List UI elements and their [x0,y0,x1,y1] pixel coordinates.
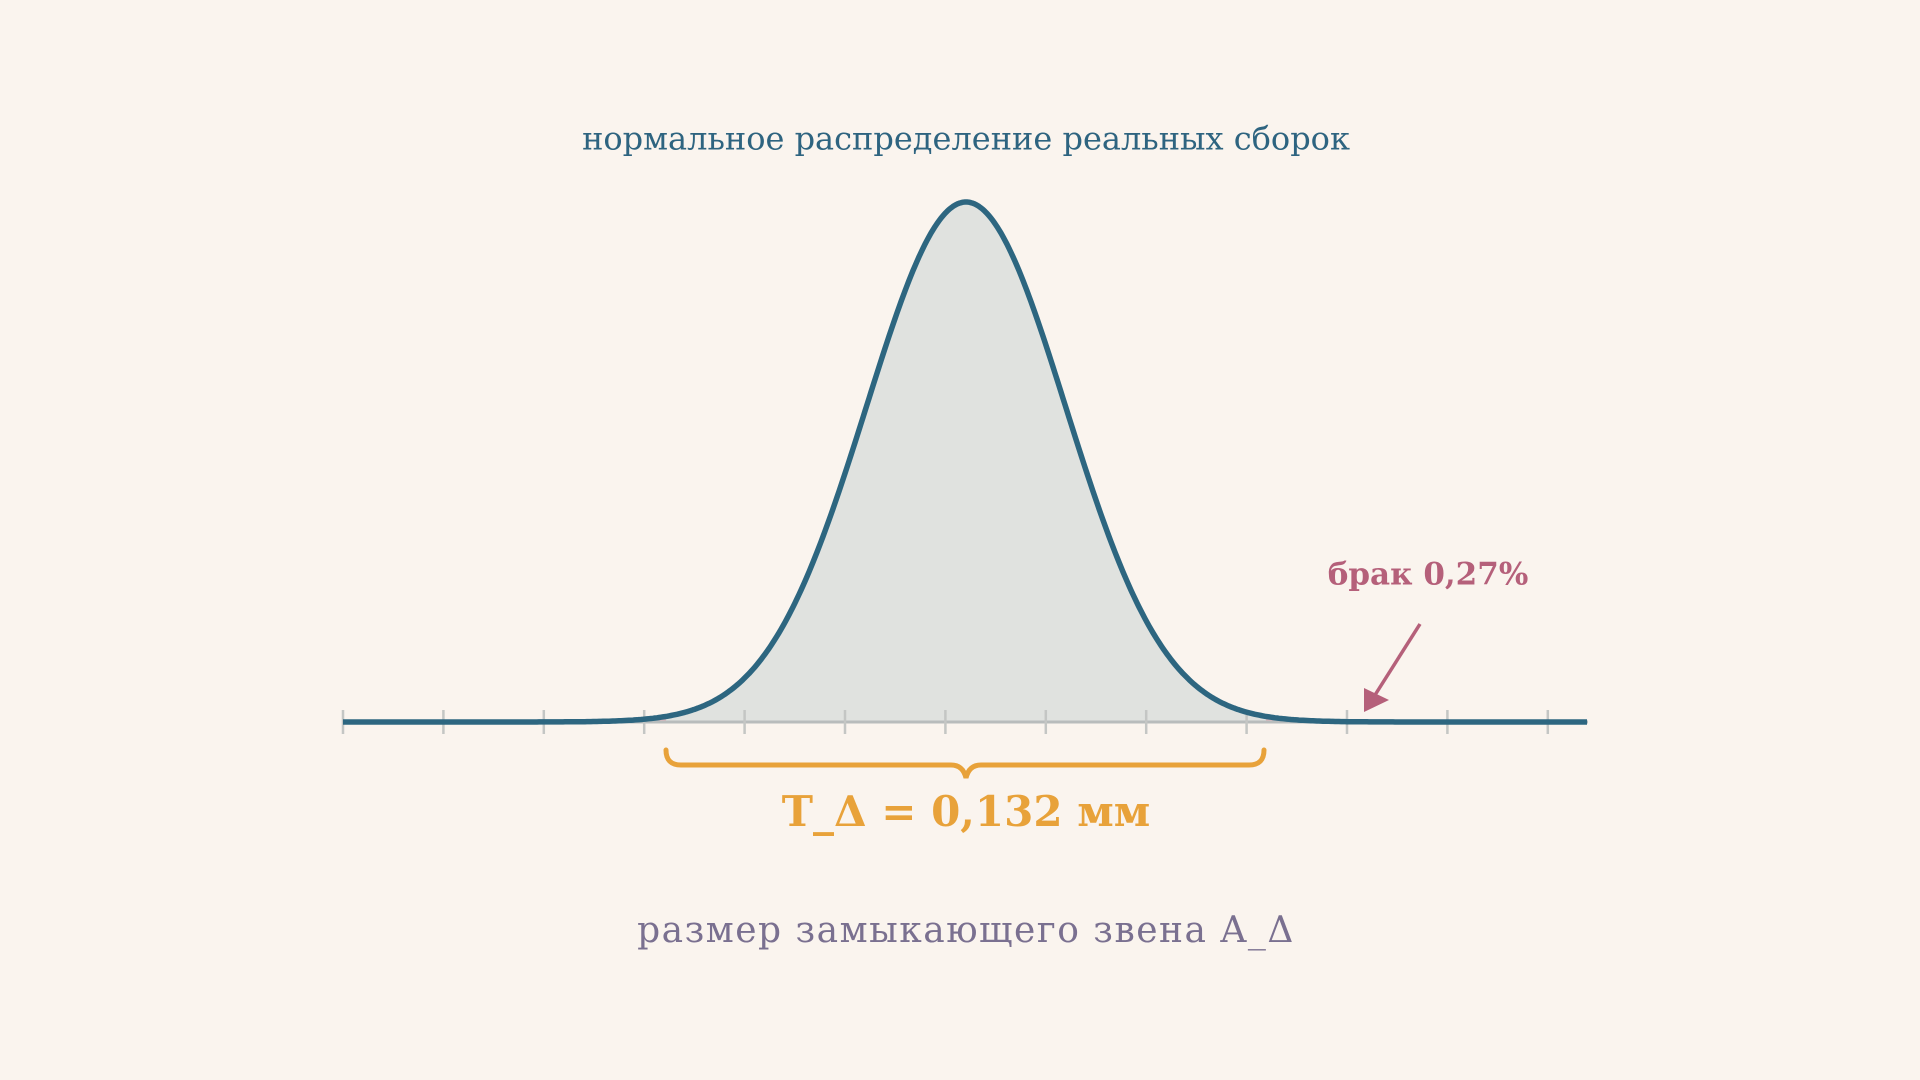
title: нормальное распределение реальных сборок [582,120,1350,158]
curve [342,199,1588,725]
defect-arrow [1373,623,1422,696]
defect-arrowhead [1364,688,1389,712]
tolerance-label: T_Δ = 0,132 мм [782,787,1150,836]
axis-label: размер замыкающего звена A_Δ [637,910,1295,951]
tolerance-brace [663,747,1267,779]
defect-label: брак 0,27% [1328,557,1529,593]
curve-fill [666,202,1266,722]
